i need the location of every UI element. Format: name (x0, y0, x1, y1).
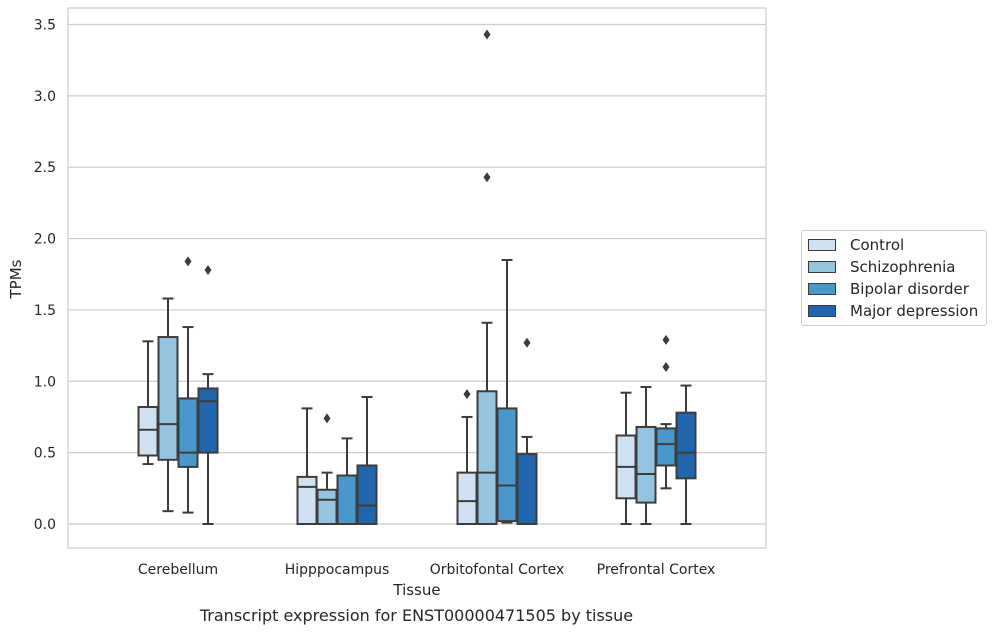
legend-item-bipolar: Bipolar disorder (808, 279, 969, 299)
outlier-point (662, 334, 670, 345)
box-3-0 (197, 264, 219, 525)
box-iqr (356, 464, 378, 526)
box-iqr (336, 474, 358, 525)
legend-swatch-bipolar (808, 283, 836, 295)
outlier-point (323, 413, 331, 424)
x-tick-label: Hipppocampus (285, 562, 390, 578)
x-tick-labels: Cerebellum Hipppocampus Orbitofontal Corte… (138, 562, 715, 578)
y-tick-labels: 0.0 0.5 1.0 1.5 2.0 2.5 3.0 3.5 (34, 18, 56, 534)
plot-area (67, 7, 767, 549)
outlier-point (204, 264, 212, 275)
outlier-point (483, 29, 491, 40)
x-axis-label: Tissue (392, 581, 440, 599)
box-0-0 (137, 340, 159, 466)
legend-item-schizophrenia: Schizophrenia (808, 257, 955, 277)
box-iqr (456, 471, 478, 526)
legend-label-schizophrenia: Schizophrenia (850, 258, 956, 276)
outlier-point (463, 389, 471, 400)
x-tick-label: Orbitofontal Cortex (430, 562, 565, 578)
box-1-3 (635, 385, 657, 525)
legend-item-control: Control (808, 235, 904, 255)
legend-swatch-major-depression (808, 305, 836, 317)
box-iqr (635, 425, 657, 504)
y-tick-label: 2.5 (34, 160, 56, 176)
legend-label-control: Control (850, 236, 905, 254)
box-0-2 (456, 389, 478, 526)
box-3-2 (516, 337, 538, 526)
legend-item-major-depression: Major depression (808, 301, 978, 321)
outlier-point (523, 337, 531, 348)
legend-label-major-depression: Major depression (850, 302, 979, 320)
box-3-3 (675, 384, 697, 525)
box-iqr (157, 336, 179, 461)
box-iqr (675, 411, 697, 480)
box-2-1 (336, 437, 358, 525)
outlier-point (184, 256, 192, 267)
y-tick-label: 3.0 (34, 89, 56, 105)
box-iqr (296, 475, 318, 526)
y-tick-label: 0.0 (34, 517, 56, 533)
outlier-point (662, 362, 670, 373)
chart-caption: Transcript expression for ENST0000047150… (199, 606, 634, 625)
box-iqr (137, 405, 159, 457)
legend-swatch-control (808, 239, 836, 251)
y-tick-label: 2.0 (34, 232, 56, 248)
x-tick-label: Prefrontal Cortex (597, 562, 716, 578)
box-iqr (177, 397, 199, 468)
box-0-3 (615, 391, 637, 525)
box-iqr (496, 407, 518, 523)
box-iqr (516, 453, 538, 526)
x-tick-label: Cerebellum (138, 562, 218, 578)
y-tick-label: 0.5 (34, 446, 56, 462)
legend: Control Schizophrenia Bipolar disorder M… (801, 230, 987, 326)
box-iqr (197, 387, 219, 454)
box-series (137, 29, 697, 526)
box-iqr (476, 390, 498, 526)
box-iqr (655, 427, 677, 467)
box-1-2 (476, 29, 498, 526)
legend-label-bipolar: Bipolar disorder (850, 280, 969, 298)
y-tick-label: 1.0 (34, 374, 56, 390)
y-tick-label: 3.5 (34, 18, 56, 34)
box-0-1 (296, 407, 318, 526)
outlier-point (483, 172, 491, 183)
y-axis-label: TPMs (7, 259, 25, 299)
box-iqr (316, 488, 338, 525)
legend-swatch-schizophrenia (808, 261, 836, 273)
y-tick-label: 1.5 (34, 303, 56, 319)
box-3-1 (356, 395, 378, 526)
